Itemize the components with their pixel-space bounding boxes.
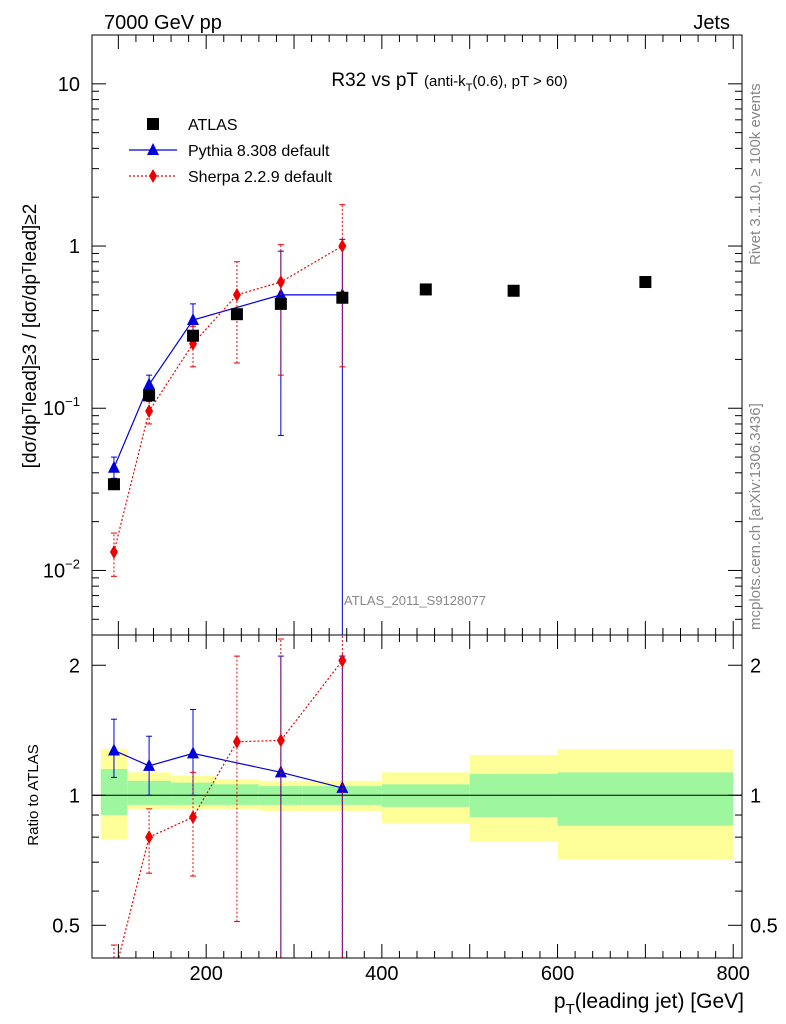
watermark: ATLAS_2011_S9128077 [344, 593, 486, 608]
ratio-band-inner [214, 784, 259, 805]
side-label-top: Rivet 3.1.10, ≥ 100k events [747, 83, 764, 265]
sherpa-point [109, 544, 118, 559]
pythia-ratio-point [336, 780, 349, 793]
pythia-point [187, 312, 200, 325]
pythia-ratio-point [274, 765, 287, 778]
x-tick-label: 800 [717, 963, 750, 985]
y-tick-label: 10−1 [43, 394, 80, 420]
header-left: 7000 GeV pp [104, 12, 222, 34]
main-axes: 10−2 10−1 1 10 200 400 600 800 0.5 0.5 1 1 2 2 [43, 34, 778, 985]
sherpa-ratio-point [189, 810, 198, 825]
pythia-ratio-point [107, 743, 120, 756]
x-tick-label: 600 [541, 963, 574, 985]
y-tick-label: 1 [69, 236, 80, 258]
main-marks [107, 204, 652, 636]
sherpa-ratio-line [118, 660, 343, 958]
ratio-y-tick-label: 1 [750, 785, 761, 807]
atlas-point [143, 389, 156, 402]
sherpa-point [338, 239, 347, 254]
atlas-point [419, 283, 432, 296]
ratio-y-axis-label: Ratio to ATLAS [25, 744, 42, 845]
ratio-y-tick-label: 0.5 [52, 915, 80, 937]
chart-title-sub: (anti-kT(0.6), pT > 60) [424, 73, 568, 94]
sherpa-point [232, 287, 241, 302]
pythia-point [107, 460, 120, 473]
side-label-bottom: mcplots.cern.ch [arXiv:1306.3436] [747, 403, 764, 630]
y-axis-label: [dσ/dpᵀlead]≥3 / [dσ/dpᵀlead]≥2 [20, 204, 41, 469]
atlas-point [187, 329, 200, 342]
atlas-point [639, 276, 652, 289]
atlas-point [230, 308, 243, 321]
ratio-y-tick-label: 1 [69, 785, 80, 807]
legend: ATLAS Pythia 8.308 default Sherpa 2.2.9 de… [129, 117, 333, 186]
sherpa-ratio-point [145, 830, 154, 845]
y-tick-label: 10 [58, 74, 80, 96]
pythia-ratio-point [187, 746, 200, 759]
sherpa-line [113, 245, 343, 553]
pythia-ratio-series [107, 655, 349, 958]
ratio-y-tick-label: 2 [69, 655, 80, 677]
ratio-y-tick-label: 2 [750, 655, 761, 677]
ratio-panel: Ratio to ATLAS pT(leading jet) [GeV] [25, 634, 744, 1018]
legend-marker [147, 118, 159, 130]
ratio-bands [92, 748, 742, 860]
legend-label: Pythia 8.308 default [188, 143, 330, 160]
sherpa-ratio-point [232, 734, 241, 749]
x-tick-label: 400 [365, 963, 398, 985]
chart-title-main: R32 vs pT [331, 70, 418, 91]
main-panel: ATLAS_2011_S9128077 R32 vs pT (anti-kT(0… [20, 34, 743, 636]
header-right: Jets [693, 12, 730, 34]
legend-marker [149, 169, 157, 183]
sherpa-ratio-point [276, 733, 285, 748]
x-tick-label: 200 [190, 963, 223, 985]
atlas-point [507, 284, 520, 297]
pythia-ratio-point [143, 758, 156, 771]
legend-label: ATLAS [188, 117, 238, 134]
atlas-point [336, 291, 349, 304]
atlas-point [107, 478, 120, 491]
ratio-y-tick-label: 0.5 [750, 915, 778, 937]
legend-label: Sherpa 2.2.9 default [188, 169, 333, 186]
legend-marker [147, 143, 159, 155]
sherpa-ratio-series [110, 635, 347, 958]
y-tick-label: 10−2 [43, 556, 80, 582]
ratio-marks [107, 635, 349, 958]
sherpa-point [145, 404, 154, 419]
pythia-point [143, 377, 156, 390]
sherpa-point [276, 275, 285, 290]
ratio-band-inner [557, 772, 734, 826]
sherpa-ratio-point [338, 653, 347, 668]
atlas-point [274, 297, 287, 310]
x-axis-label: pT(leading jet) [GeV] [554, 990, 744, 1018]
